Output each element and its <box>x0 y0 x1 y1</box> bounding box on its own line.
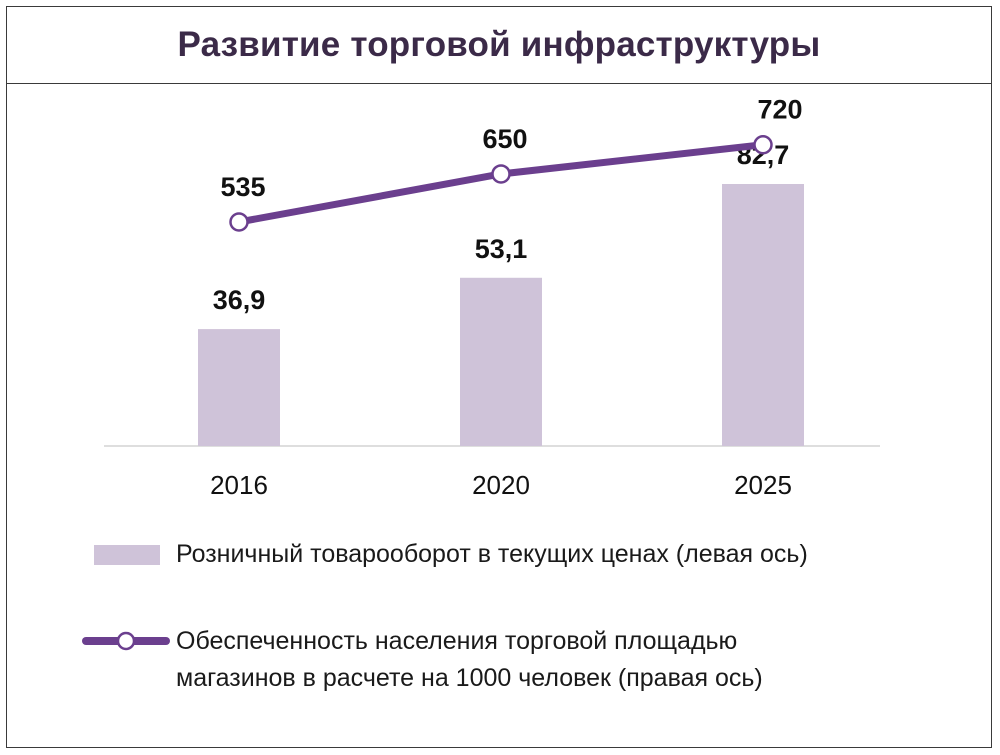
line-label-2025: 720 <box>757 95 802 125</box>
legend-swatch-marker <box>116 631 136 651</box>
x-tick-2020: 2020 <box>472 470 530 500</box>
x-tick-labels: 2016 2020 2025 <box>210 470 792 500</box>
line-label-2020: 650 <box>482 124 527 154</box>
bar-label-2020: 53,1 <box>475 234 528 264</box>
x-tick-2025: 2025 <box>734 470 792 500</box>
line-point-2025 <box>753 134 773 155</box>
bar-label-2016: 36,9 <box>213 285 266 315</box>
title-bar: Развитие торговой инфраструктуры <box>7 7 991 84</box>
legend-swatch-bar <box>94 545 160 565</box>
bar-series <box>198 184 804 446</box>
bar-2016 <box>198 329 280 446</box>
chart-title: Развитие торговой инфраструктуры <box>177 25 821 64</box>
line-label-2016: 535 <box>220 172 265 202</box>
line-point-2016 <box>229 212 249 232</box>
bar-2025 <box>722 184 804 446</box>
line-value-labels: 535 650 720 <box>220 95 802 202</box>
line-series <box>229 134 773 232</box>
line-point-2020 <box>491 164 511 184</box>
bar-2020 <box>460 277 542 446</box>
x-tick-2016: 2016 <box>210 470 268 500</box>
bar-value-labels: 36,953,182,7 <box>213 140 790 315</box>
